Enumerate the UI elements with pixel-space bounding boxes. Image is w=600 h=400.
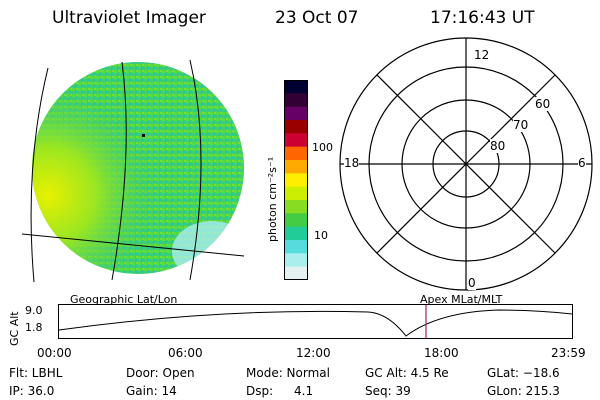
colorbar-cell: [284, 146, 308, 161]
colorbar-tick-100: 100: [312, 141, 333, 154]
status-dsp-label: Dsp:: [246, 384, 274, 398]
date-label: 23 Oct 07: [275, 8, 359, 28]
colorbar-tick-10: 10: [314, 229, 328, 242]
colorbar-cell: [284, 106, 308, 121]
status-glon: GLon: 215.3: [487, 384, 560, 398]
bright-emission: [32, 62, 244, 274]
geographic-grid: [21, 59, 245, 283]
status-seq: Seq: 39: [365, 384, 411, 398]
colorbar-cell: [284, 173, 308, 188]
uv-image-disk: [21, 59, 245, 283]
status-dsp-value: 4.1: [294, 384, 314, 398]
colorbar: [284, 80, 308, 280]
timeline-right-title: Apex MLat/MLT: [420, 293, 503, 306]
colorbar-cell: [284, 240, 308, 254]
lat-label-70: 70: [513, 118, 529, 132]
status-filter: Flt: LBHL: [9, 366, 63, 380]
colorbar-cell: [284, 200, 308, 214]
status-glat: GLat: −18.6: [487, 366, 560, 380]
colorbar-cell: [284, 266, 308, 280]
colorbar-cell: [284, 253, 308, 268]
colorbar-cell: [284, 93, 308, 108]
colorbar-cell: [284, 80, 308, 94]
timeline-left-title: Geographic Lat/Lon: [70, 293, 178, 306]
time-label: 17:16:43 UT: [430, 8, 535, 28]
polar-plot: [339, 37, 593, 291]
x-tick-1200: 12:00: [296, 346, 331, 360]
mlt-label-0: 0: [468, 276, 476, 290]
colorbar-cell: [284, 186, 308, 201]
faint-region: [172, 221, 244, 274]
status-gain: Gain: 14: [126, 384, 177, 398]
colorbar-cell: [284, 213, 308, 228]
timeline-y-label: GC Alt: [8, 311, 21, 346]
colorbar-cell: [284, 160, 308, 174]
colorbar-cell: [284, 226, 308, 241]
app-title: Ultraviolet Imager: [52, 8, 206, 28]
x-tick-0000: 00:00: [37, 346, 72, 360]
mlt-label-18: 18: [344, 156, 360, 170]
status-gc-alt: GC Alt: 4.5 Re: [365, 366, 449, 380]
colorbar-cell: [284, 133, 308, 148]
altitude-curve: [58, 309, 573, 337]
mlt-label-6: 6: [578, 156, 586, 170]
colorbar-unit-label: photon cm⁻²s⁻¹: [266, 156, 279, 242]
spot-marker: [142, 134, 145, 137]
status-mode: Mode: Normal: [246, 366, 330, 380]
colorbar-cell: [284, 120, 308, 134]
lat-label-60: 60: [535, 97, 551, 111]
x-tick-2359: 23:59: [551, 346, 586, 360]
y-tick-9: 9.0: [25, 304, 43, 317]
status-door: Door: Open: [126, 366, 195, 380]
x-tick-1800: 18:00: [424, 346, 459, 360]
altitude-timeline: [58, 304, 573, 339]
mlt-label-12: 12: [474, 48, 490, 62]
y-tick-1-8: 1.8: [25, 321, 43, 334]
status-ip: IP: 36.0: [9, 384, 55, 398]
x-tick-0600: 06:00: [168, 346, 203, 360]
lat-label-80: 80: [490, 139, 506, 153]
